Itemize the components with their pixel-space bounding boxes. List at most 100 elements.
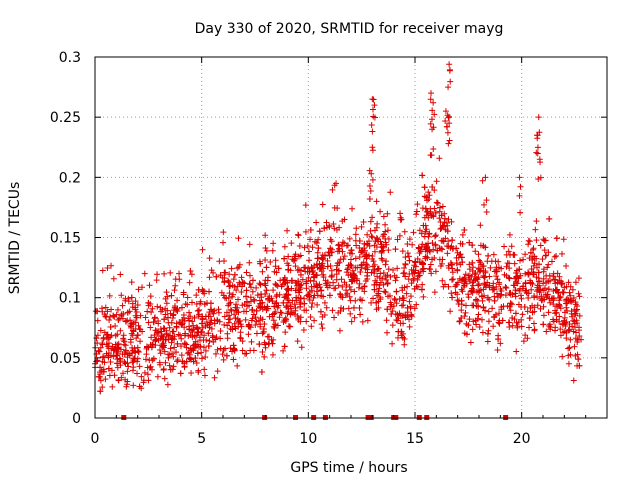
data-point — [134, 344, 141, 351]
data-point — [319, 256, 326, 263]
data-point — [418, 286, 425, 293]
data-point — [178, 304, 185, 311]
data-point — [228, 265, 235, 272]
data-point — [108, 306, 115, 313]
data-point — [287, 267, 294, 274]
data-point — [576, 324, 583, 331]
data-point — [174, 297, 181, 304]
data-point — [469, 302, 476, 309]
data-point — [472, 276, 479, 283]
data-point — [429, 116, 436, 123]
data-point — [163, 331, 170, 338]
data-point — [371, 114, 378, 121]
data-point — [537, 159, 544, 166]
data-point — [271, 310, 278, 317]
data-point — [205, 330, 212, 337]
data-point — [426, 231, 433, 238]
data-point — [232, 323, 239, 330]
data-point — [446, 66, 453, 73]
data-point — [97, 327, 104, 334]
data-point — [307, 226, 314, 233]
data-point — [438, 260, 445, 267]
data-point — [545, 309, 552, 316]
data-point — [432, 232, 439, 239]
data-point — [240, 308, 247, 315]
data-point — [167, 366, 174, 373]
data-point — [297, 295, 304, 302]
data-point — [401, 284, 408, 291]
data-point — [301, 264, 308, 271]
data-point — [358, 261, 365, 268]
data-point — [295, 278, 302, 285]
data-point — [318, 321, 325, 328]
data-point — [496, 281, 503, 288]
data-point — [277, 309, 284, 316]
data-point — [323, 219, 330, 226]
data-point — [371, 102, 378, 109]
data-point — [124, 381, 131, 388]
data-point — [498, 291, 505, 298]
data-point — [246, 272, 253, 279]
data-point — [495, 264, 502, 271]
data-point — [324, 257, 331, 264]
data-point — [263, 247, 270, 254]
data-point — [426, 265, 433, 272]
data-point — [102, 376, 109, 383]
data-point — [572, 310, 579, 317]
data-point — [336, 248, 343, 255]
data-point — [401, 269, 408, 276]
data-point — [275, 265, 282, 272]
data-point — [294, 338, 301, 345]
data-point — [404, 250, 411, 257]
data-point — [475, 303, 482, 310]
data-point — [534, 150, 541, 157]
data-point — [285, 299, 292, 306]
data-point — [484, 258, 491, 265]
data-point — [310, 271, 317, 278]
data-point — [186, 323, 193, 330]
data-point — [515, 319, 522, 326]
data-point — [576, 333, 583, 340]
data-point — [284, 227, 291, 234]
data-point — [335, 267, 342, 274]
data-point — [405, 276, 412, 283]
data-point — [205, 343, 212, 350]
data-point — [393, 300, 400, 307]
data-point — [388, 310, 395, 317]
data-point — [445, 264, 452, 271]
data-point — [257, 300, 264, 307]
data-point — [242, 316, 249, 323]
data-point — [520, 256, 527, 263]
data-point — [477, 259, 484, 266]
data-point — [224, 322, 231, 329]
data-point — [269, 351, 276, 358]
data-point — [455, 300, 462, 307]
data-point — [430, 246, 437, 253]
data-point — [563, 335, 570, 342]
data-point — [367, 227, 374, 234]
data-point — [441, 215, 448, 222]
data-point — [379, 256, 386, 263]
data-point — [535, 114, 542, 121]
data-point — [334, 260, 341, 267]
data-point — [112, 323, 119, 330]
data-point — [178, 335, 185, 342]
data-point — [248, 307, 255, 314]
data-point — [258, 369, 265, 376]
data-point — [516, 192, 523, 199]
data-point — [147, 363, 154, 370]
data-point — [219, 351, 226, 358]
data-point — [505, 248, 512, 255]
data-point — [438, 212, 445, 219]
data-point — [533, 255, 540, 262]
data-point — [482, 268, 489, 275]
data-point — [480, 304, 487, 311]
data-point — [201, 366, 208, 373]
data-point — [369, 106, 376, 113]
data-point — [369, 214, 376, 221]
data-point — [398, 302, 405, 309]
data-point — [366, 195, 373, 202]
data-point — [418, 243, 425, 250]
data-point — [256, 280, 263, 287]
data-point — [94, 317, 101, 324]
